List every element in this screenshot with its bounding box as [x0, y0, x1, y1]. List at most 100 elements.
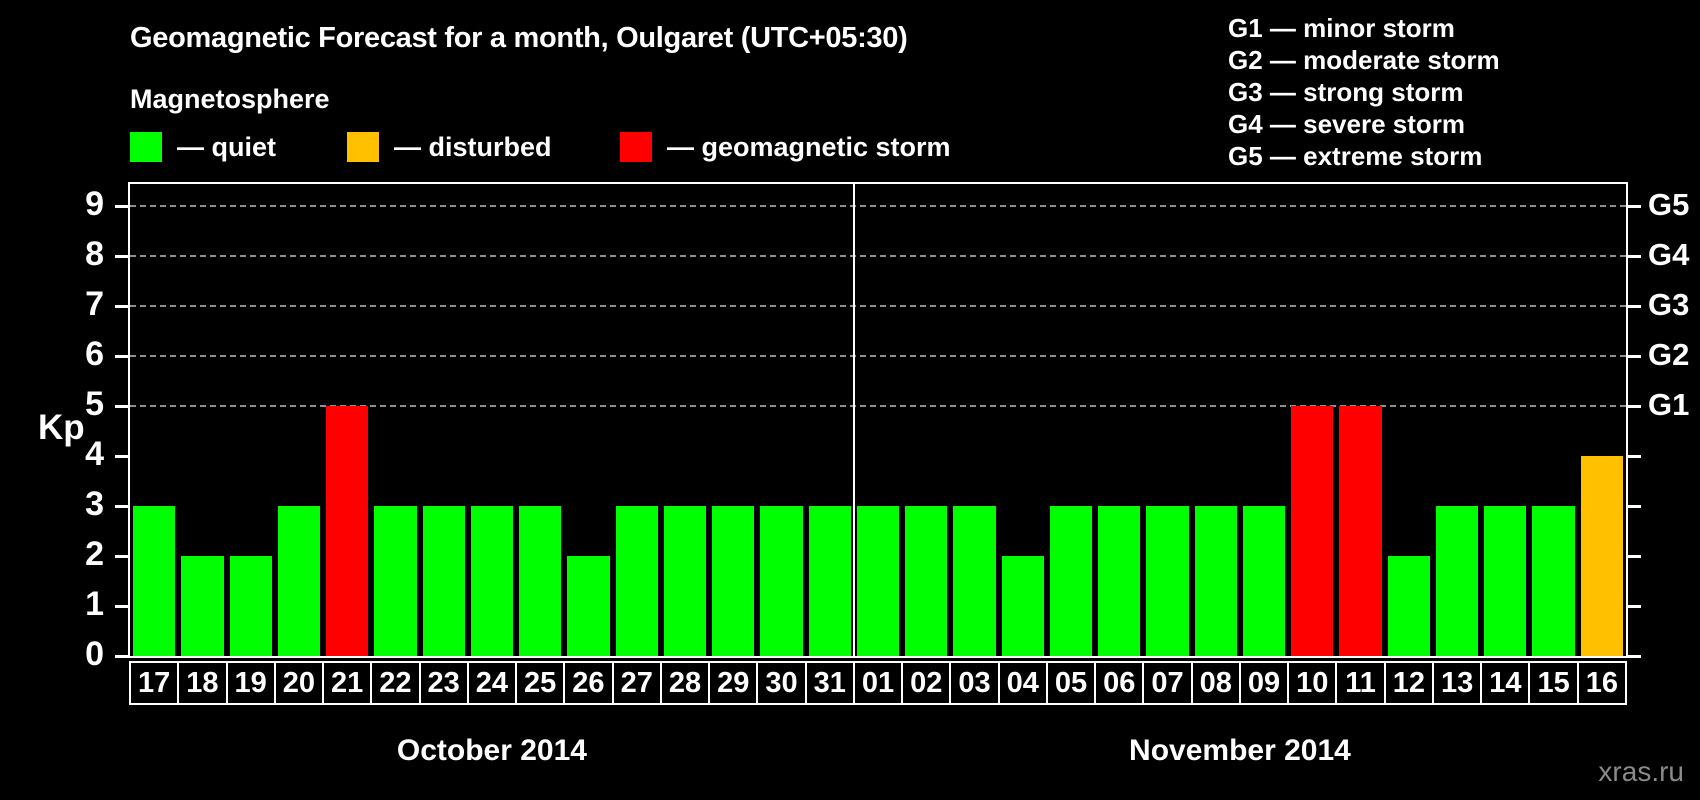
g-legend-line-g4: G4 — severe storm [1228, 109, 1466, 139]
day-label-cell: 30 [756, 661, 807, 705]
month-label: October 2014 [396, 734, 587, 767]
kp-bar [663, 506, 707, 656]
kp-bar [519, 506, 562, 656]
day-label-cell: 19 [225, 661, 276, 705]
day-label-cell: 08 [1190, 661, 1241, 705]
y-tick-label: 0 [85, 635, 104, 673]
kp-bar [181, 556, 224, 656]
kp-bar [712, 506, 755, 656]
month-label: November 2014 [1129, 734, 1351, 767]
kp-bar [1435, 506, 1479, 656]
kp-bar [277, 506, 321, 656]
kp-bar [1387, 556, 1430, 656]
month-separator [852, 184, 855, 656]
kp-bar [422, 506, 465, 656]
y-axis-tick-left [115, 655, 128, 658]
y-tick-label: 1 [85, 585, 104, 623]
y-tick-label: 6 [85, 335, 104, 373]
day-label-cell: 24 [466, 661, 518, 705]
y-tick-label: 3 [85, 485, 104, 523]
y-axis-tick-right [1628, 305, 1641, 308]
y-axis-tick-left [115, 405, 128, 408]
g-scale-legend: G1 — minor storm G2 — moderate storm G3 … [1228, 12, 1500, 172]
y-tick-label: 2 [85, 535, 104, 573]
y-axis-tick-right [1628, 555, 1641, 558]
kp-bar [1049, 506, 1093, 656]
y-axis-tick-right [1628, 255, 1641, 258]
plot-border [128, 182, 1628, 658]
g-legend-line-g1: G1 — minor storm [1228, 13, 1455, 43]
y-axis-tick-left [115, 205, 128, 208]
g-legend-line-g5: G5 — extreme storm [1228, 141, 1483, 171]
magnetosphere-legend-heading: Magnetosphere [130, 84, 330, 114]
day-label-cell: 31 [804, 661, 855, 705]
storm-color-swatch [620, 132, 652, 162]
kp-bar [905, 506, 948, 656]
day-label-cell: 07 [1142, 661, 1193, 705]
kp-gridline [130, 305, 1626, 307]
day-label-cell: 21 [322, 661, 373, 705]
kp-bar [1001, 556, 1044, 656]
kp-bar [133, 506, 176, 656]
day-label-cell: 26 [563, 661, 614, 705]
y-axis-tick-right [1628, 405, 1641, 408]
kp-bar [1484, 506, 1527, 656]
y-axis-tick-left [115, 555, 128, 558]
kp-bar [1291, 406, 1334, 656]
kp-bar [1339, 406, 1382, 656]
legend-label-disturbed: — disturbed [394, 131, 552, 162]
chart-title: Geomagnetic Forecast for a month, Oulgar… [130, 22, 908, 54]
g-scale-label: G1 [1648, 387, 1690, 422]
y-axis-tick-left [115, 255, 128, 258]
kp-bar [760, 506, 803, 656]
kp-bar [1580, 456, 1623, 656]
y-axis-tick-right [1628, 605, 1641, 608]
y-axis-tick-right [1628, 505, 1641, 508]
g-scale-label: G2 [1648, 337, 1690, 372]
quiet-color-swatch [130, 132, 162, 162]
kp-bar [229, 556, 272, 656]
day-label-cell: 29 [708, 661, 759, 705]
kp-bar [470, 506, 514, 656]
legend-label-storm: — geomagnetic storm [667, 131, 951, 162]
kp-bar [808, 506, 851, 656]
g-scale-label: G3 [1648, 287, 1690, 322]
g-scale-label: G5 [1648, 187, 1690, 222]
day-label-cell: 17 [129, 661, 180, 705]
kp-gridline [130, 205, 1626, 207]
legend-item-disturbed: — disturbed [347, 130, 552, 164]
day-label-cell: 01 [852, 661, 904, 705]
g-legend-line-g2: G2 — moderate storm [1228, 45, 1500, 75]
kp-bar [1194, 506, 1237, 656]
y-axis-tick-left [115, 355, 128, 358]
legend-item-storm: — geomagnetic storm [620, 130, 951, 164]
disturbed-color-swatch [347, 132, 379, 162]
kp-bar [326, 406, 369, 656]
legend-label-quiet: — quiet [177, 131, 276, 162]
kp-bar [615, 506, 658, 656]
y-tick-label: 5 [85, 385, 104, 423]
kp-bar [856, 506, 900, 656]
y-axis-tick-right [1628, 205, 1641, 208]
y-axis-tick-left [115, 605, 128, 608]
day-label-cell: 16 [1576, 661, 1627, 705]
y-tick-label: 7 [85, 285, 104, 323]
day-label-cell: 06 [1094, 661, 1145, 705]
day-label-cell: 20 [273, 661, 325, 705]
g-legend-line-g3: G3 — strong storm [1228, 77, 1464, 107]
kp-bar [1098, 506, 1141, 656]
kp-bar [953, 506, 996, 656]
y-axis-tick-left [115, 505, 128, 508]
g-scale-label: G4 [1648, 237, 1690, 272]
kp-bar [1242, 506, 1286, 656]
day-label-cell: 11 [1335, 661, 1386, 705]
day-label-cell: 12 [1383, 661, 1434, 705]
legend-item-quiet: — quiet [130, 130, 276, 164]
kp-bar [1532, 506, 1575, 656]
day-label-cell: 23 [418, 661, 469, 705]
day-label-cell: 10 [1287, 661, 1338, 705]
day-label-cell: 15 [1528, 661, 1579, 705]
day-label-cell: 03 [949, 661, 1000, 705]
